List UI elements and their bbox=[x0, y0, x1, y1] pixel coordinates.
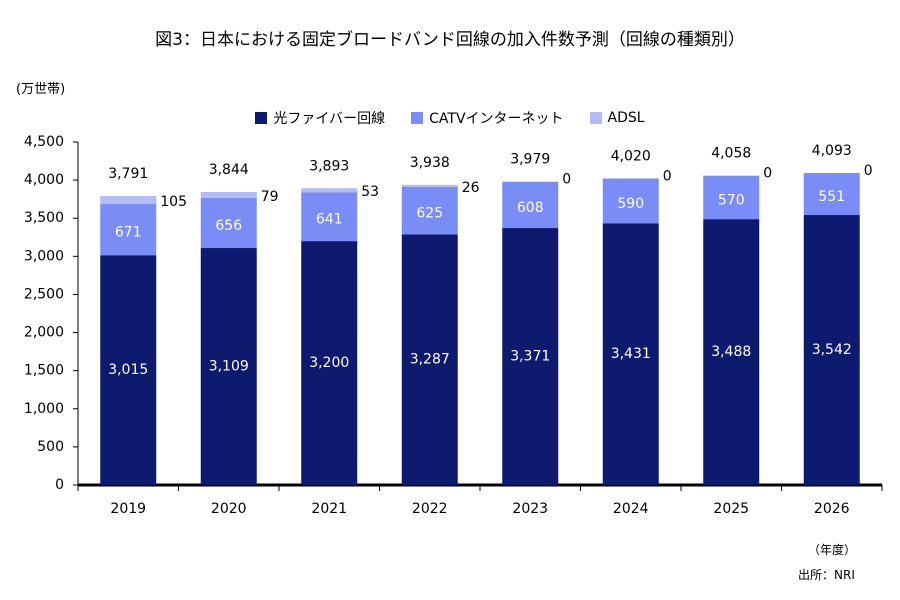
data-label-catv: 656 bbox=[215, 218, 242, 234]
x-tick-label: 2023 bbox=[512, 501, 548, 517]
legend-label-catv: CATVインターネット bbox=[429, 111, 564, 127]
legend-item-catv: CATVインターネット bbox=[411, 108, 564, 128]
bar-fiber bbox=[401, 234, 458, 485]
y-tick-label: 2,500 bbox=[24, 286, 64, 302]
data-label-catv: 671 bbox=[115, 225, 142, 241]
x-tick-label: 2025 bbox=[713, 501, 749, 517]
bar-catv bbox=[200, 198, 257, 249]
legend-swatch-fiber bbox=[255, 112, 268, 124]
y-tick-label: 4,500 bbox=[24, 134, 64, 150]
data-label-catv: 641 bbox=[316, 212, 343, 228]
bar-fiber bbox=[502, 228, 559, 486]
y-tick-label: 1,000 bbox=[24, 401, 64, 417]
bar-catv bbox=[502, 181, 559, 229]
x-tick-label: 2019 bbox=[110, 501, 146, 517]
y-tick-label: 1,500 bbox=[24, 363, 64, 379]
data-label-fiber: 3,200 bbox=[309, 355, 349, 371]
data-label-fiber: 3,542 bbox=[812, 342, 852, 358]
data-label-fiber: 3,431 bbox=[611, 346, 651, 362]
legend-swatch-catv bbox=[411, 112, 424, 124]
y-tick-label: 3,000 bbox=[24, 248, 64, 264]
data-label-catv: 625 bbox=[416, 206, 443, 222]
bar-fiber bbox=[200, 248, 257, 485]
bar-catv bbox=[401, 186, 458, 235]
data-label-total: 3,979 bbox=[510, 152, 550, 168]
bar-adsl bbox=[401, 184, 458, 187]
data-label-catv: 551 bbox=[818, 189, 845, 205]
legend-label-fiber: 光ファイバー回線 bbox=[273, 111, 386, 127]
data-label-adsl: 26 bbox=[462, 180, 480, 196]
chart-title: 図3：日本における固定ブロードバンド回線の加入件数予測（回線の種類別） bbox=[155, 30, 745, 50]
legend: 光ファイバー回線 CATVインターネット ADSL bbox=[0, 108, 900, 128]
bar-catv bbox=[703, 175, 760, 220]
bar-fiber bbox=[703, 219, 760, 485]
data-label-fiber: 3,287 bbox=[410, 352, 450, 368]
data-label-adsl: 79 bbox=[261, 189, 279, 205]
data-label-adsl: 0 bbox=[663, 169, 672, 185]
legend-swatch-adsl bbox=[589, 112, 602, 124]
x-tick-label: 2020 bbox=[211, 501, 247, 517]
bar-adsl bbox=[301, 188, 358, 193]
data-label-catv: 608 bbox=[517, 200, 544, 216]
y-tick-label: 500 bbox=[37, 439, 64, 455]
y-tick-label: 4,000 bbox=[24, 172, 64, 188]
data-label-catv: 590 bbox=[617, 196, 644, 212]
y-tick-label: 2,000 bbox=[24, 325, 64, 341]
bar-fiber bbox=[602, 223, 659, 485]
legend-item-adsl: ADSL bbox=[589, 108, 645, 128]
bar-catv bbox=[803, 173, 860, 216]
x-tick-label: 2026 bbox=[814, 501, 850, 517]
data-label-total: 3,938 bbox=[410, 155, 450, 171]
bar-adsl bbox=[200, 192, 257, 199]
x-axis-unit-label: （年度） bbox=[808, 543, 857, 557]
source-note: 出所：NRI bbox=[798, 568, 855, 582]
y-tick-label: 3,500 bbox=[24, 210, 64, 226]
data-label-total: 3,893 bbox=[309, 158, 349, 174]
y-axis-unit-label: (万世帯) bbox=[16, 82, 66, 97]
data-label-fiber: 3,015 bbox=[108, 362, 148, 378]
data-label-fiber: 3,488 bbox=[711, 344, 751, 360]
legend-item-fiber: 光ファイバー回線 bbox=[255, 108, 385, 128]
bar-fiber bbox=[803, 215, 860, 486]
data-label-catv: 570 bbox=[718, 192, 745, 208]
data-label-total: 3,791 bbox=[108, 166, 148, 182]
data-label-total: 3,844 bbox=[209, 162, 249, 178]
data-label-total: 4,058 bbox=[711, 146, 751, 162]
x-tick-label: 2021 bbox=[311, 501, 347, 517]
bar-adsl bbox=[100, 196, 157, 205]
bar-fiber bbox=[301, 241, 358, 485]
x-tick-label: 2024 bbox=[613, 501, 649, 517]
data-label-adsl: 105 bbox=[160, 194, 187, 210]
data-label-fiber: 3,371 bbox=[510, 349, 550, 365]
legend-label-adsl: ADSL bbox=[607, 110, 645, 126]
x-tick-label: 2022 bbox=[412, 501, 448, 517]
data-label-fiber: 3,109 bbox=[209, 359, 249, 375]
bar-fiber bbox=[100, 255, 157, 485]
data-label-total: 4,020 bbox=[611, 149, 651, 165]
bar-catv bbox=[100, 204, 157, 256]
y-tick-label: 0 bbox=[55, 477, 64, 493]
data-label-adsl: 0 bbox=[763, 166, 772, 182]
data-label-adsl: 53 bbox=[361, 184, 379, 200]
data-label-total: 4,093 bbox=[812, 143, 852, 159]
data-label-adsl: 0 bbox=[864, 163, 873, 179]
bar-catv bbox=[602, 178, 659, 224]
bar-catv bbox=[301, 192, 358, 242]
data-label-adsl: 0 bbox=[562, 172, 571, 188]
